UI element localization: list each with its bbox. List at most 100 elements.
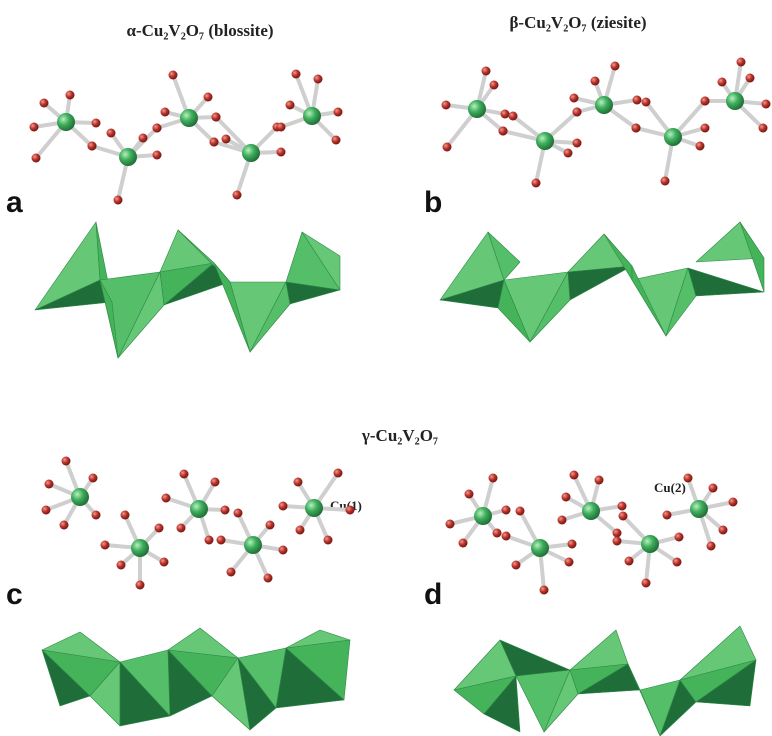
oxygen-atom [612,528,622,538]
oxygen-atom [138,133,148,143]
oxygen-atom [567,539,577,549]
oxygen-atom [159,557,169,567]
polyhedron [213,262,291,353]
polyhedron-face [119,661,171,727]
polyhedron-face [285,281,341,305]
copper-atom [641,535,659,553]
oxygen-atom [617,501,627,511]
oxygen-atom [700,96,710,106]
oxygen-atom [152,123,162,133]
polyhedron-face [275,647,345,709]
panel-letter-a: a [6,186,23,219]
oxygen-atom [39,98,49,108]
polyhedron-face [627,663,661,736]
copper-atom [595,96,613,114]
oxygen-atom [488,473,498,483]
polyhedron [89,649,171,727]
oxygen-atom [464,489,474,499]
oxygen-atom [100,540,110,550]
site-label-cu2: Cu(2) [654,480,686,495]
oxygen-atom [745,73,755,83]
polyhedron [453,639,521,733]
oxygen-atom [91,510,101,520]
oxygen-atom [203,92,213,102]
polyhedral-chain-a [34,221,341,359]
polyhedron [159,229,231,306]
polyhedron [567,233,633,301]
oxygen-atom [481,66,491,76]
title-alpha: α-Cu₂V₂O₇ (blossite) [126,21,273,40]
polyhedral-chain-b [439,221,765,343]
oxygen-atom [718,525,728,535]
atoms [445,470,738,595]
polyhedron-face [237,657,277,731]
ball-stick-model-a [29,69,343,205]
copper-atom [690,500,708,518]
oxygen-atom [263,573,273,583]
oxygen-atom [333,468,343,478]
oxygen-atom [278,501,288,511]
oxygen-atom [44,479,54,489]
oxygen-atom [594,475,604,485]
panel-letter-b: b [424,186,442,219]
title-gamma: γ-Cu₂V₂O₇ [361,426,438,445]
oxygen-atom [612,536,622,546]
oxygen-atom [561,492,571,502]
oxygen-atom [179,469,189,479]
oxygen-atom [154,523,164,533]
oxygen-atom [31,153,41,163]
oxygen-atom [221,134,231,144]
oxygen-atom [641,97,651,107]
oxygen-atom [572,138,582,148]
polyhedron [499,639,579,733]
copper-atom [664,128,682,146]
oxygen-atom [458,538,468,548]
polyhedron [627,663,697,736]
polyhedron-face [99,279,119,359]
atoms [441,57,771,188]
polyhedron [631,265,697,337]
copper-atom [57,113,75,131]
polyhedron-face [301,231,341,291]
oxygen-atom [758,123,768,133]
oxygen-atom [511,560,521,570]
oxygen-atom [631,123,641,133]
oxygen-atom [291,69,301,79]
copper-atom [726,92,744,110]
oxygen-atom [590,76,600,86]
polyhedron [275,629,351,709]
copper-atom [180,109,198,127]
copper-atom [468,100,486,118]
copper-atom [303,107,321,125]
polyhedron-face [569,629,629,671]
oxygen-atom [569,470,579,480]
oxygen-atom [209,137,219,147]
polyhedron [99,271,165,359]
oxygen-atom [674,532,684,542]
polyhedron [497,271,571,343]
oxygen-atom [278,545,288,555]
oxygen-atom [531,178,541,188]
oxygen-atom [728,497,738,507]
oxygen-atom [441,100,451,110]
panel-letter-c: c [6,578,23,611]
polyhedron [439,231,521,309]
oxygen-atom [226,567,236,577]
polyhedron-face [167,649,213,717]
oxygen-atom [210,477,220,487]
oxygen-atom [501,505,511,515]
oxygen-atom [708,483,718,493]
polyhedron-face [499,639,571,677]
copper-atom [305,499,323,517]
copper-atom [71,488,89,506]
oxygen-atom [736,57,746,67]
oxygen-atom [91,118,101,128]
oxygen-atom [232,190,242,200]
oxygen-atom [345,505,355,515]
oxygen-atom [160,107,170,117]
oxygen-atom [106,128,116,138]
copper-atom [244,536,262,554]
polyhedron-face [695,659,757,707]
oxygen-atom [65,90,75,100]
bonds [448,473,735,592]
